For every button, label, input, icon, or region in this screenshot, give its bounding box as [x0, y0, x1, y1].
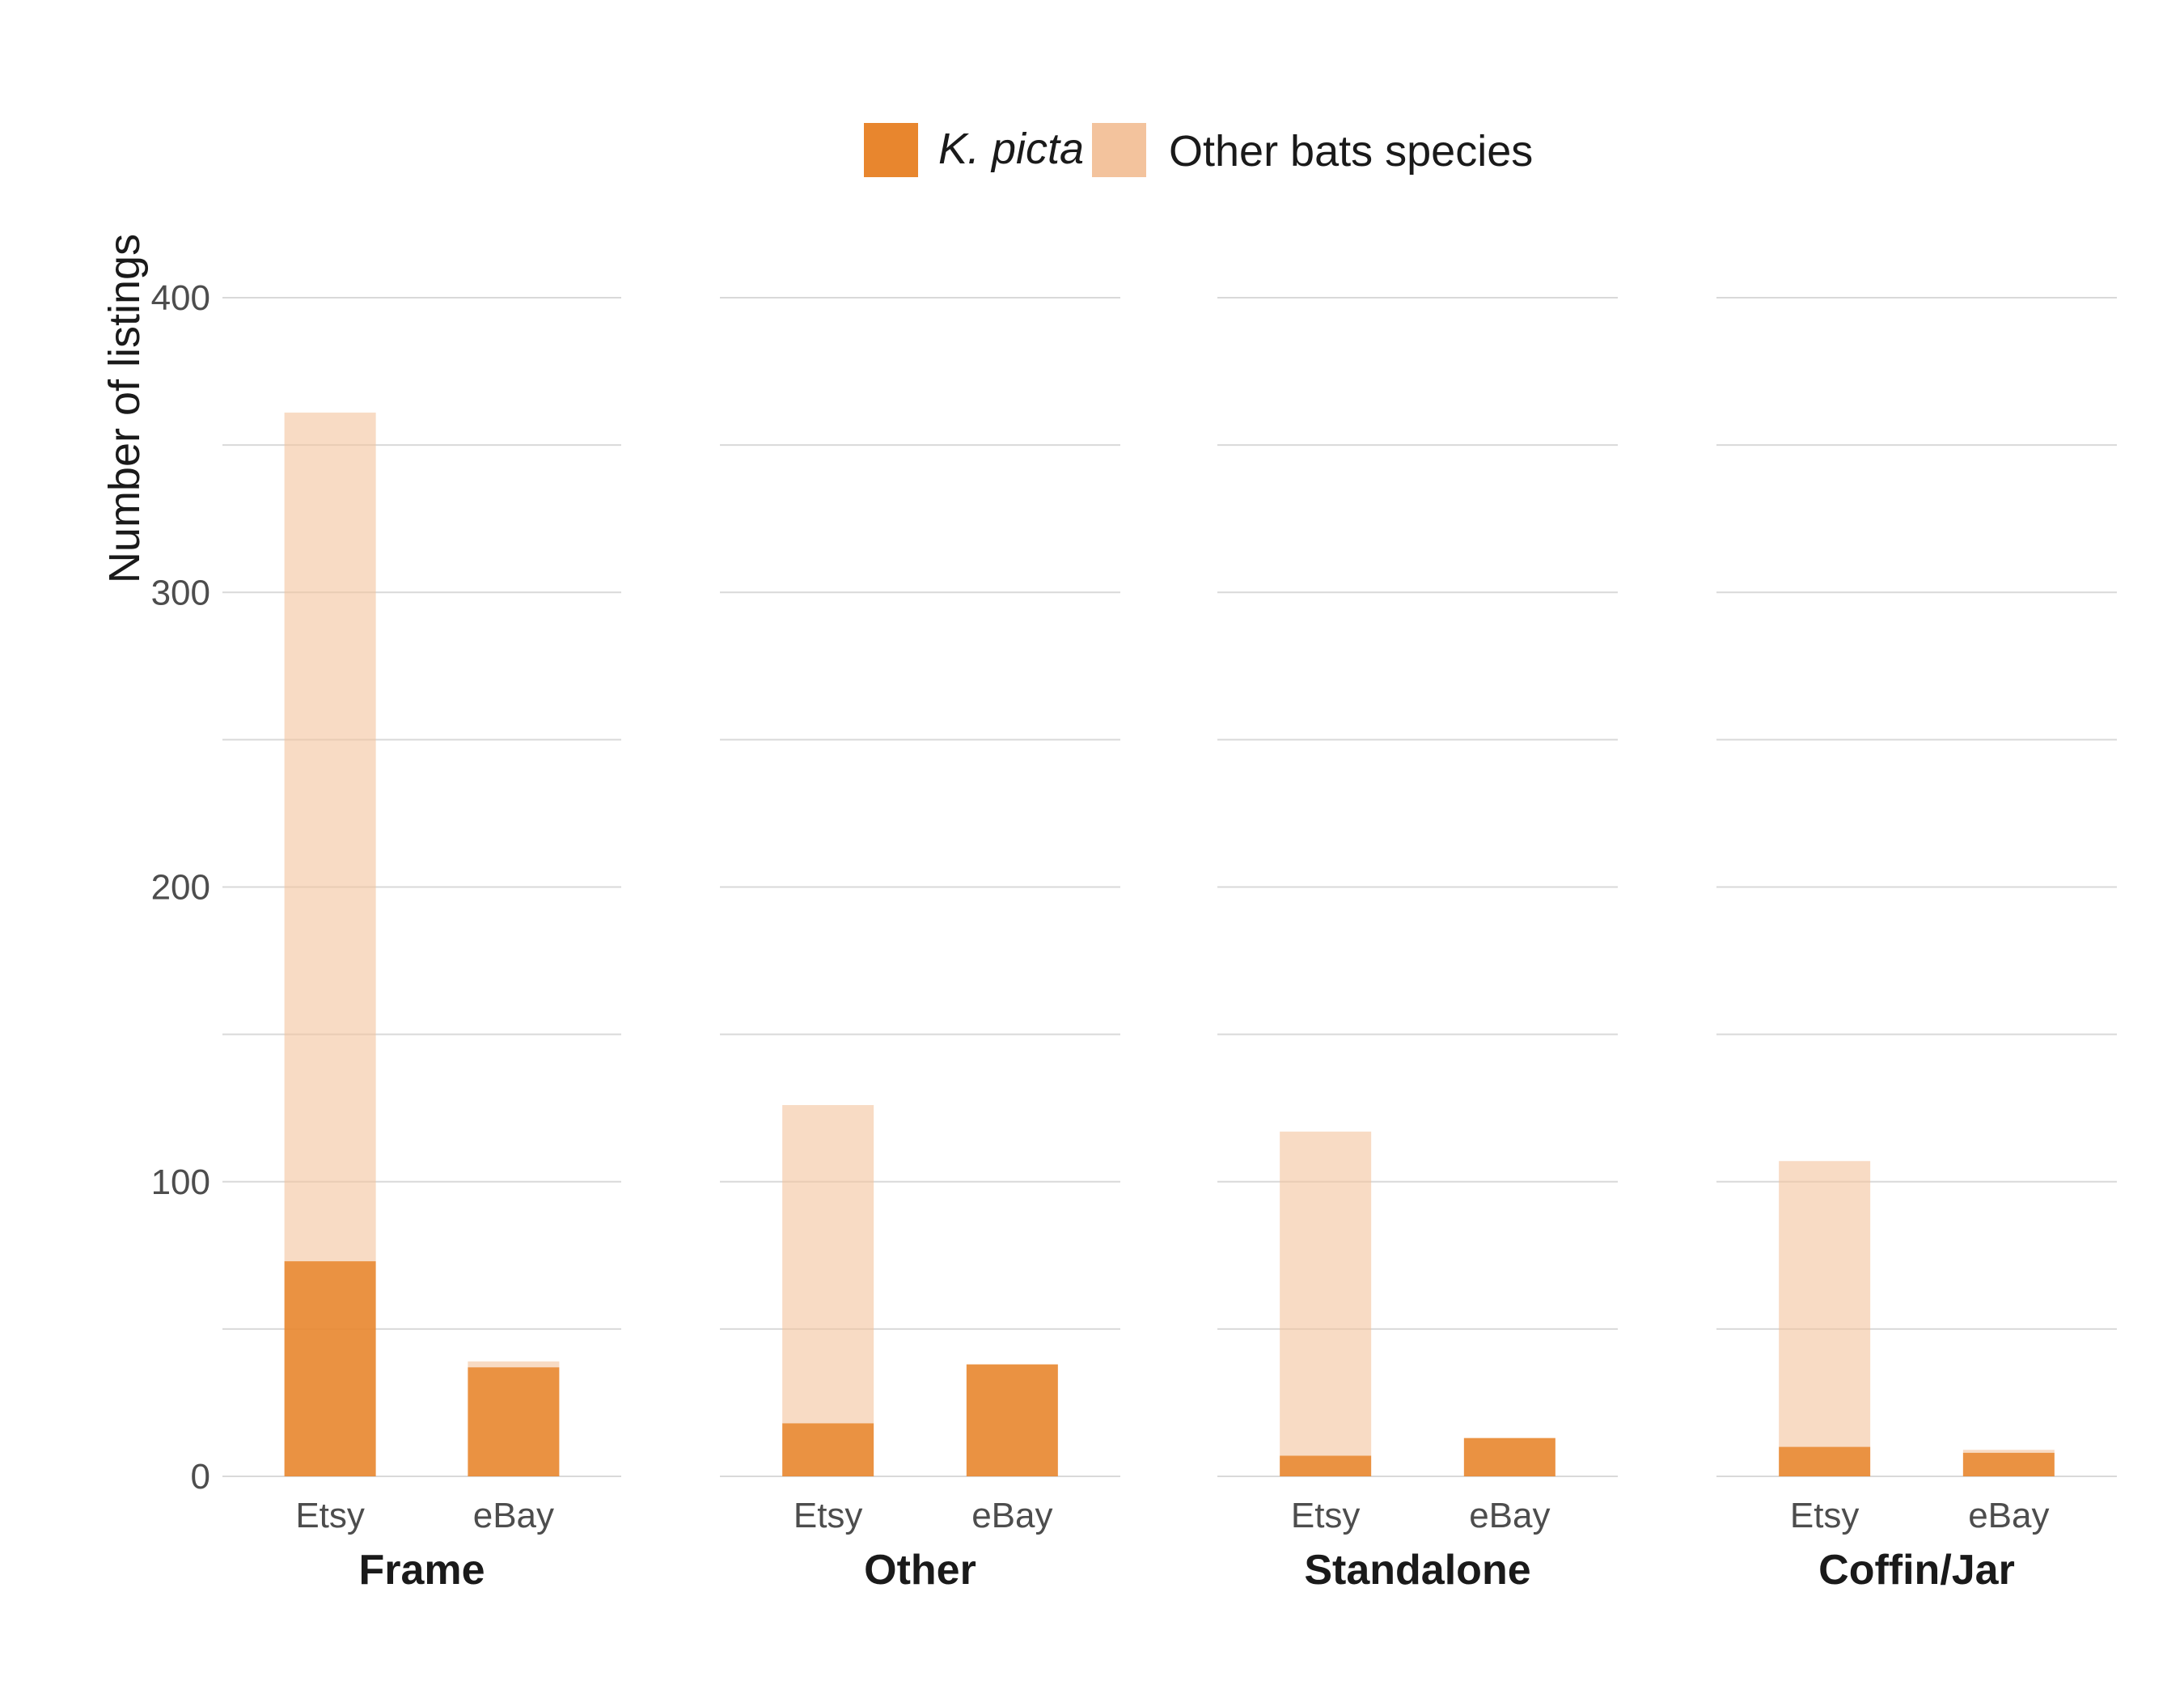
x-tick-label-coffin-jar-etsy: Etsy — [1790, 1496, 1860, 1535]
y-tick-label-200: 200 — [151, 868, 210, 908]
facet-label-frame: Frame — [358, 1547, 485, 1594]
bar-k-picta-frame-etsy — [284, 1261, 376, 1476]
y-tick-label-0: 0 — [191, 1457, 210, 1497]
bar-other-standalone-etsy — [1280, 1131, 1372, 1456]
bar-k-picta-standalone-etsy — [1280, 1455, 1372, 1476]
facet-label-standalone: Standalone — [1304, 1547, 1530, 1594]
x-tick-label-other-etsy: Etsy — [794, 1496, 863, 1535]
bar-k-picta-other-ebay — [966, 1364, 1058, 1476]
bar-k-picta-coffin-jar-ebay — [1962, 1452, 2055, 1476]
bar-other-other-etsy — [782, 1105, 874, 1424]
legend-label-k-picta: K. picta — [938, 125, 1084, 173]
x-tick-label-other-ebay: eBay — [971, 1496, 1052, 1535]
facet-label-other: Other — [864, 1547, 976, 1594]
facet-panel-standalone: Etsy eBay Standalone — [1217, 297, 1618, 1594]
x-tick-label-standalone-etsy: Etsy — [1291, 1496, 1361, 1535]
y-axis-ticks: 0 100 200 300 400 — [151, 278, 210, 1497]
x-tick-label-frame-ebay: eBay — [473, 1496, 554, 1535]
legend: K. picta Other bats species — [864, 123, 1533, 177]
bar-other-frame-ebay — [468, 1361, 560, 1368]
facet-panel-frame: Etsy eBay Frame — [222, 297, 621, 1594]
facet-panel-coffin-jar: Etsy eBay Coffin/Jar — [1716, 297, 2117, 1594]
facet-label-coffin-jar: Coffin/Jar — [1818, 1547, 2015, 1594]
y-axis-title: Number of listings — [100, 234, 149, 583]
legend-label-other-bats: Other bats species — [1169, 127, 1533, 176]
legend-swatch-k-picta — [864, 123, 918, 177]
legend-swatch-other-bats — [1092, 123, 1146, 177]
y-tick-label-400: 400 — [151, 278, 210, 318]
bar-k-picta-frame-ebay — [468, 1367, 560, 1476]
bar-k-picta-other-etsy — [782, 1423, 874, 1476]
x-tick-label-standalone-ebay: eBay — [1469, 1496, 1550, 1535]
bar-other-coffin-jar-etsy — [1779, 1161, 1871, 1447]
x-tick-label-frame-etsy: Etsy — [295, 1496, 365, 1535]
bar-other-frame-etsy — [284, 413, 376, 1262]
bar-other-coffin-jar-ebay — [1962, 1450, 2055, 1453]
y-tick-label-300: 300 — [151, 573, 210, 612]
facet-panel-other: Etsy eBay Other — [720, 297, 1120, 1594]
x-tick-label-coffin-jar-ebay: eBay — [1968, 1496, 2049, 1535]
y-tick-label-100: 100 — [151, 1162, 210, 1202]
bar-k-picta-coffin-jar-etsy — [1779, 1446, 1871, 1476]
bar-k-picta-standalone-ebay — [1463, 1438, 1555, 1476]
